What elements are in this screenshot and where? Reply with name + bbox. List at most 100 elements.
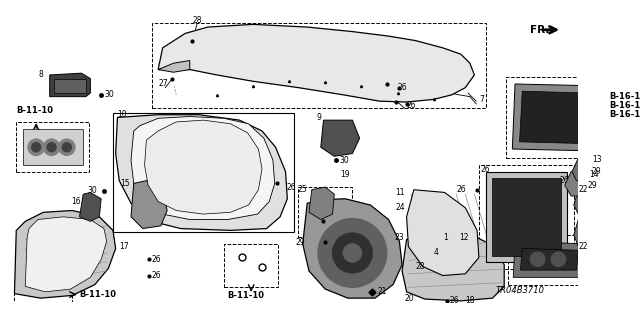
Text: 10: 10 [118,110,127,119]
Text: 28: 28 [193,16,202,25]
Text: 8: 8 [38,70,44,79]
Text: 22: 22 [579,185,588,194]
Polygon shape [486,172,568,262]
Bar [13,288,72,302]
Circle shape [333,233,372,273]
Text: 24: 24 [395,203,405,212]
Bar [224,244,278,287]
Polygon shape [303,199,402,298]
Polygon shape [574,190,595,217]
Bar [506,77,601,158]
Text: 11: 11 [396,188,405,197]
Text: 26: 26 [152,271,161,280]
Polygon shape [513,241,588,277]
Polygon shape [79,192,101,221]
Polygon shape [145,120,262,214]
Text: 21: 21 [378,287,387,296]
Text: 30: 30 [340,156,349,165]
Polygon shape [131,116,275,219]
Text: 26: 26 [325,219,335,228]
Bar [508,235,594,285]
Text: B-11-10: B-11-10 [228,291,265,300]
Text: 25: 25 [298,185,307,194]
Polygon shape [22,129,83,165]
Circle shape [47,143,56,152]
Text: 30: 30 [163,199,172,208]
Polygon shape [520,91,588,144]
Text: 26: 26 [456,185,467,194]
Text: 29: 29 [296,238,305,247]
Polygon shape [54,78,86,93]
Text: TR04B3710: TR04B3710 [495,286,544,294]
Polygon shape [520,249,579,270]
Text: 9: 9 [317,113,322,122]
Polygon shape [513,84,595,151]
Bar [479,165,574,269]
Text: 22: 22 [579,242,588,251]
Polygon shape [131,181,167,229]
Bar [16,122,88,172]
Text: 26: 26 [406,101,416,110]
Text: 14: 14 [589,170,599,179]
Text: 26: 26 [287,182,296,191]
Text: 29: 29 [588,181,597,190]
Circle shape [318,219,387,287]
Circle shape [551,252,566,266]
Text: B-11-10: B-11-10 [79,290,116,299]
Text: 12: 12 [459,233,468,242]
Text: 7: 7 [479,95,484,104]
Text: 15: 15 [120,179,130,188]
Text: 17: 17 [119,242,129,251]
Text: 26: 26 [559,176,569,185]
Circle shape [28,139,44,155]
Text: 30: 30 [105,90,115,99]
Polygon shape [572,158,592,181]
Circle shape [44,139,60,155]
Text: 18: 18 [465,296,475,305]
Polygon shape [402,235,504,301]
Bar [298,187,353,237]
Text: 1: 1 [443,233,447,242]
Text: 29: 29 [592,167,602,176]
Polygon shape [309,187,334,219]
Polygon shape [26,217,107,292]
Text: 23: 23 [394,233,404,242]
Circle shape [62,143,72,152]
Text: FR.: FR. [529,25,549,35]
Text: 26: 26 [481,165,490,174]
Polygon shape [574,219,596,249]
Polygon shape [158,24,474,102]
Text: 5: 5 [499,242,504,251]
Text: B-16-12: B-16-12 [609,101,640,110]
Polygon shape [158,61,189,72]
Bar [113,113,294,232]
Text: 26: 26 [450,296,460,305]
Text: B-16-13: B-16-13 [609,110,640,119]
Text: 19: 19 [340,170,349,179]
Text: 20: 20 [405,294,415,303]
Text: 13: 13 [592,155,602,164]
Text: 4: 4 [434,249,438,257]
Text: B-11-10: B-11-10 [520,228,557,237]
Polygon shape [492,178,561,256]
Polygon shape [406,190,479,276]
Text: 27: 27 [158,79,168,88]
Circle shape [344,244,362,262]
Text: B-11-10: B-11-10 [16,106,53,115]
Text: 30: 30 [88,186,97,195]
Circle shape [531,252,545,266]
Polygon shape [50,73,90,97]
Text: 16: 16 [72,197,81,206]
Polygon shape [321,120,360,156]
Text: 28: 28 [415,262,425,271]
Text: B-16-10: B-16-10 [609,92,640,101]
Polygon shape [116,115,287,230]
Circle shape [31,143,41,152]
Text: 26: 26 [152,255,161,264]
Text: 26: 26 [397,83,407,92]
Circle shape [59,139,75,155]
Polygon shape [564,172,588,196]
Bar [152,23,486,108]
Text: 29: 29 [328,240,338,249]
Polygon shape [15,211,116,298]
